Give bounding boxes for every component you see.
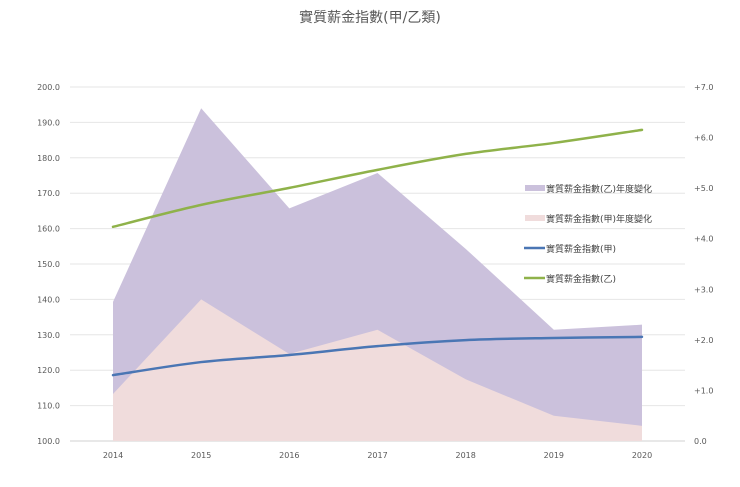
x-tick-label: 2019 (544, 451, 564, 460)
y-right-tick-label: +5.0 (694, 184, 713, 193)
line-series (111, 128, 644, 377)
legend-swatch (525, 185, 545, 191)
legend-item: 實質薪金指數(乙)年度變化 (525, 183, 652, 195)
legend-swatch (525, 215, 545, 221)
y-right-tick-label: +2.0 (694, 336, 713, 345)
y-right-tick-label: 0.0 (694, 437, 707, 446)
legend-label: 實質薪金指數(乙) (546, 273, 616, 285)
y-left-tick-label: 140.0 (37, 295, 60, 304)
y-right-tick-label: +3.0 (694, 285, 713, 294)
y-left-tick-label: 180.0 (37, 154, 60, 163)
legend-label: 實質薪金指數(甲)年度變化 (546, 213, 652, 225)
y-left-tick-label: 110.0 (37, 402, 60, 411)
x-tick-label: 2017 (367, 451, 387, 460)
x-tick-label: 2015 (191, 451, 211, 460)
y-left-tick-label: 190.0 (37, 118, 60, 127)
chart-title: 實質薪金指數(甲/乙類) (299, 9, 441, 26)
x-tick-label: 2016 (279, 451, 299, 460)
legend-label: 實質薪金指數(甲) (546, 243, 616, 255)
legend-item: 實質薪金指數(乙) (524, 273, 616, 285)
x-tick-label: 2020 (632, 451, 652, 460)
y-left-tick-label: 120.0 (37, 366, 60, 375)
y-left-tick-label: 160.0 (37, 225, 60, 234)
y-right-tick-label: +7.0 (694, 83, 713, 92)
x-tick-label: 2018 (455, 451, 475, 460)
y-left-tick-label: 100.0 (37, 437, 60, 446)
area-series-1 (113, 299, 642, 441)
y-right-tick-label: +1.0 (694, 386, 713, 395)
legend-label: 實質薪金指數(乙)年度變化 (546, 183, 652, 195)
line-series-3 (111, 128, 644, 229)
y-left-tick-label: 200.0 (37, 83, 60, 92)
y-left-tick-label: 170.0 (37, 189, 60, 198)
legend-item: 實質薪金指數(甲)年度變化 (525, 213, 652, 225)
axes: 100.0 110.0 120.0 130.0 140.0 150.0 160.0 170.0… (37, 83, 713, 460)
legend-item: 實質薪金指數(甲) (524, 243, 616, 255)
x-tick-label: 2014 (103, 451, 123, 460)
line-series-2 (111, 335, 644, 377)
y-right-tick-label: +6.0 (694, 134, 713, 143)
y-left-tick-label: 130.0 (37, 331, 60, 340)
y-right-tick-label: +4.0 (694, 235, 713, 244)
y-left-tick-label: 150.0 (37, 260, 60, 269)
